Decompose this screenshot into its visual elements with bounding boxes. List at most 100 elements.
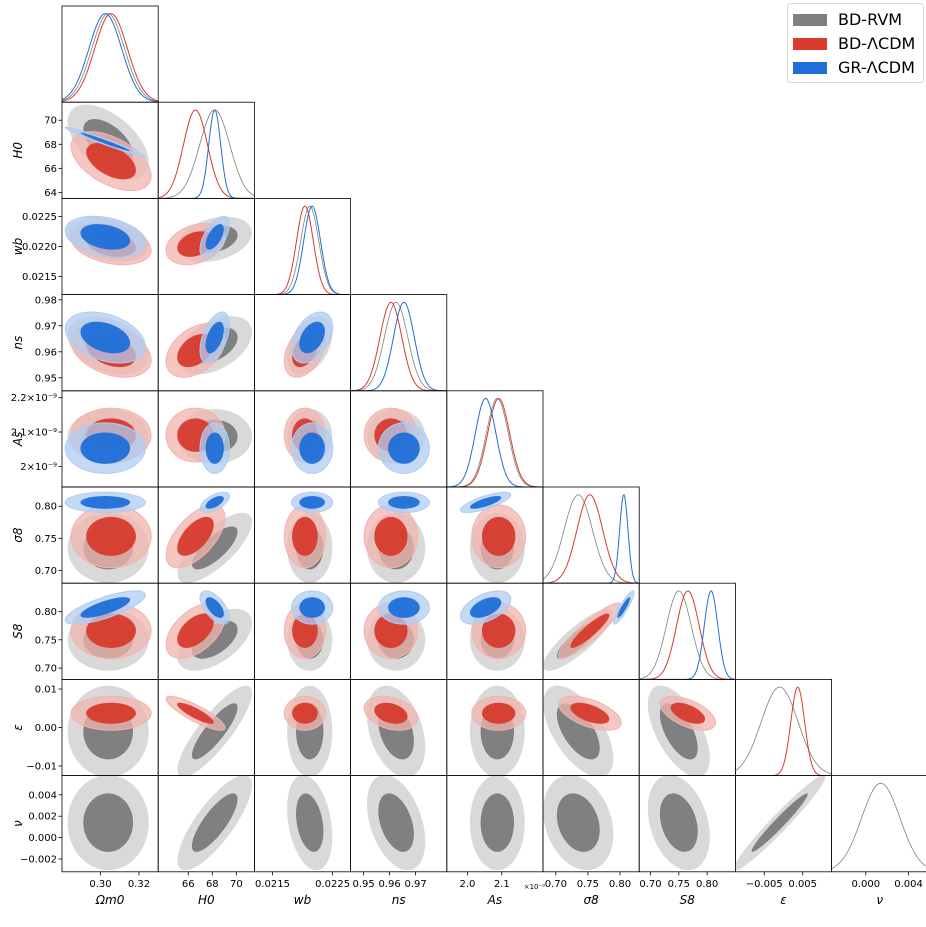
xtick-label-ns: 0.97 (404, 879, 426, 890)
contour-68-BD-RVM (378, 793, 414, 852)
ylabel-s8: σ8 (11, 527, 25, 543)
contour-68-BD-ΛCDM (177, 613, 214, 648)
ylabel-wb: wb (11, 237, 25, 255)
marginal-curve-BD-RVM (350, 301, 447, 391)
contour-68-GR-ΛCDM (205, 496, 224, 509)
contour-68-BD-ΛCDM (86, 702, 136, 724)
xtick-label-ns: 0.96 (378, 879, 400, 890)
ylabel-ns: ns (11, 336, 25, 350)
xtick-label-S8: 0.80 (696, 879, 718, 890)
ytick-label-s8: 0.70 (35, 566, 57, 577)
contour-68-GR-ΛCDM (205, 597, 224, 618)
panel-Om-H0 (64, 104, 152, 192)
panel-H0-s8 (165, 491, 253, 583)
xlabel-ns: ns (392, 893, 406, 907)
contour-68-BD-ΛCDM (86, 516, 136, 556)
contour-68-BD-RVM (296, 793, 324, 852)
xtick-label-nu: 0.004 (894, 879, 923, 890)
contour-68-BD-RVM (659, 793, 698, 852)
panel-ns-As (363, 407, 430, 474)
contour-68-BD-RVM (556, 793, 600, 852)
xtick-label-eps: −0.005 (746, 879, 783, 890)
marginal-curve-BD-RVM (831, 782, 926, 869)
panel-H0-ns (165, 311, 253, 378)
contour-68-GR-ΛCDM (80, 432, 131, 464)
panel-ns-s8 (363, 491, 430, 583)
contour-68-BD-RVM (751, 793, 808, 852)
xtick-label-ns: 0.95 (352, 879, 374, 890)
legend: BD-RVM BD-ΛCDM GR-ΛCDM (787, 3, 924, 83)
xaxis-offset-As: ×10⁻⁹ (524, 883, 545, 891)
xlabel-Om: Ωm0 (95, 893, 125, 907)
ylabel-H0: H0 (11, 142, 25, 159)
contour-68-BD-ΛCDM (481, 516, 516, 556)
panel-Om-As (64, 407, 152, 474)
xtick-label-H0: 68 (206, 879, 219, 890)
marginal-ns (350, 301, 447, 391)
xtick-label-S8: 0.70 (639, 879, 661, 890)
panel-wb-S8 (283, 590, 334, 671)
contour-68-BD-ΛCDM (177, 516, 214, 556)
xlabel-nu: ν (876, 893, 883, 907)
ytick-label-H0: 68 (44, 140, 57, 151)
panel-wb-eps (283, 685, 333, 776)
ytick-label-nu: −0.002 (20, 854, 57, 865)
contour-68-GR-ΛCDM (205, 224, 224, 250)
marginal-wb (254, 205, 351, 295)
contour-68-GR-ΛCDM (388, 597, 420, 618)
contour-68-GR-ΛCDM (388, 432, 420, 464)
xlabel-S8: S8 (680, 893, 696, 907)
marginal-eps (735, 686, 832, 776)
xlabel-H0: H0 (198, 893, 215, 907)
panel-frame (831, 775, 926, 873)
ylabel-eps: ε (11, 724, 25, 731)
contour-68-GR-ΛCDM (299, 496, 325, 509)
panel-wb-s8 (283, 491, 334, 583)
xtick-label-H0: 66 (182, 879, 195, 890)
ytick-label-ns: 0.96 (35, 347, 57, 358)
ytick-label-S8: 0.80 (35, 607, 57, 618)
ytick-label-wb: 0.0215 (22, 272, 57, 283)
ytick-label-wb: 0.0220 (22, 242, 57, 253)
marginal-curve-BD-RVM (735, 686, 832, 775)
panel-Om-nu (67, 775, 149, 871)
xtick-label-wb: 0.0225 (315, 879, 350, 890)
ytick-label-As: 2.2×10⁻⁹ (11, 393, 57, 404)
contour-68-BD-RVM (191, 526, 238, 570)
contour-68-BD-ΛCDM (86, 142, 136, 180)
contour-68-GR-ΛCDM (80, 132, 131, 152)
marginal-curve-GR-ΛCDM (254, 205, 351, 295)
xtick-label-S8: 0.75 (668, 879, 690, 890)
legend-item-bd-lcdm: BD-ΛCDM (788, 32, 923, 56)
panel-frame (542, 486, 640, 584)
panel-H0-nu (177, 775, 253, 871)
xtick-label-s8: 0.75 (577, 879, 599, 890)
ytick-label-S8: 0.75 (35, 635, 57, 646)
xlabel-wb: wb (294, 893, 312, 907)
marginal-curve-GR-ΛCDM (639, 590, 736, 680)
xtick-label-H0: 70 (230, 879, 243, 890)
ytick-label-S8: 0.70 (35, 664, 57, 675)
ylabel-As: As (11, 432, 25, 447)
contour-68-GR-ΛCDM (388, 496, 420, 509)
contour-68-GR-ΛCDM (80, 321, 131, 354)
contour-68-BD-ΛCDM (292, 516, 318, 556)
panel-frame (350, 294, 448, 392)
panel-Om-wb (64, 215, 152, 266)
xtick-label-nu: 0.000 (851, 879, 880, 890)
contour-68-GR-ΛCDM (299, 432, 325, 464)
panel-frame (61, 5, 159, 103)
panel-frame (638, 582, 736, 680)
panel-As-nu (469, 775, 525, 871)
contour-68-BD-RVM (191, 703, 238, 760)
ytick-label-H0: 64 (44, 188, 57, 199)
panel-Om-ns (64, 311, 152, 378)
xtick-label-wb: 0.0215 (255, 879, 290, 890)
ytick-label-s8: 0.80 (35, 502, 57, 513)
ytick-label-eps: −0.01 (26, 761, 57, 772)
xtick-label-s8: 0.80 (609, 879, 631, 890)
panel-S8-nu (647, 775, 710, 871)
panel-s8-S8 (543, 590, 635, 671)
xtick-label-eps: 0.005 (788, 879, 817, 890)
